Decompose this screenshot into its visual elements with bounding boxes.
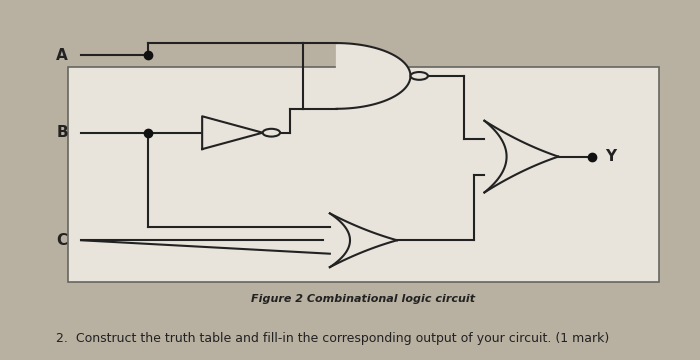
Text: B: B xyxy=(56,125,68,140)
Polygon shape xyxy=(484,121,559,193)
Text: 2.  Construct the truth table and fill-in the corresponding output of your circu: 2. Construct the truth table and fill-in… xyxy=(56,332,609,345)
Polygon shape xyxy=(330,213,397,267)
Circle shape xyxy=(262,129,280,136)
Text: Figure 2 Combinational logic circuit: Figure 2 Combinational logic circuit xyxy=(251,294,475,304)
Text: Y: Y xyxy=(606,149,617,164)
FancyBboxPatch shape xyxy=(68,67,659,282)
Text: C: C xyxy=(57,233,68,248)
Polygon shape xyxy=(202,116,262,149)
Text: A: A xyxy=(56,48,68,63)
Polygon shape xyxy=(337,43,410,109)
Circle shape xyxy=(410,72,428,80)
